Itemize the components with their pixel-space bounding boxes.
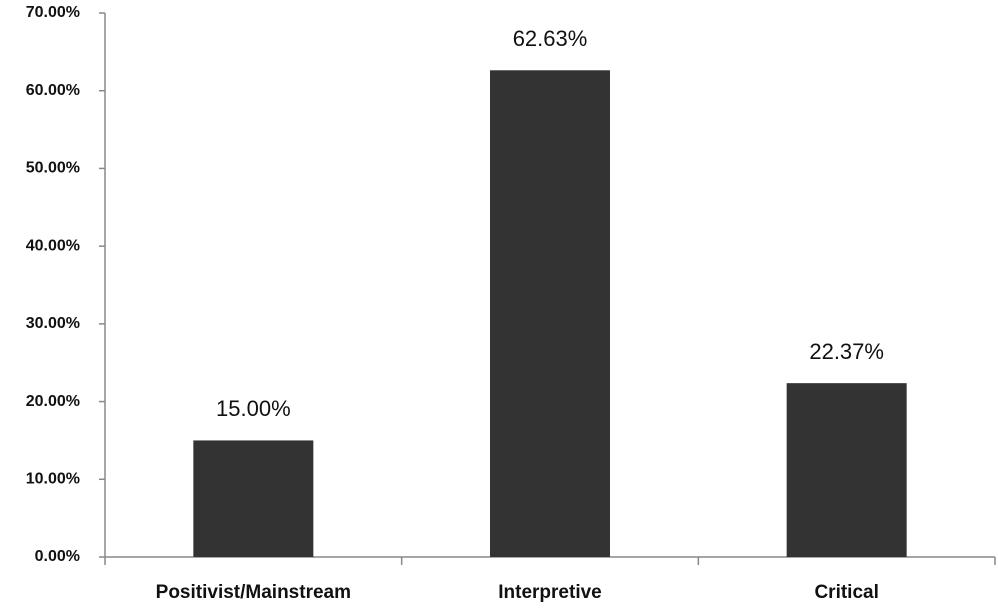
y-tick-label: 30.00%: [26, 315, 80, 332]
bar: [490, 70, 610, 558]
value-label: 22.37%: [809, 339, 884, 364]
x-tick-label: Positivist/Mainstream: [156, 582, 351, 603]
y-tick-label: 50.00%: [26, 160, 80, 177]
y-tick-label: 10.00%: [26, 471, 80, 488]
y-tick-label: 60.00%: [26, 82, 80, 99]
y-tick-label: 70.00%: [26, 4, 80, 21]
x-tick-label: Critical: [814, 582, 878, 603]
value-label: 15.00%: [216, 396, 291, 421]
bar: [193, 440, 314, 557]
y-tick-label: 20.00%: [26, 393, 80, 410]
bar: [786, 383, 907, 557]
x-tick-label: Interpretive: [498, 582, 601, 603]
value-label: 62.63%: [513, 26, 588, 51]
y-tick-label: 40.00%: [26, 237, 80, 254]
y-tick-label: 0.00%: [35, 548, 80, 565]
